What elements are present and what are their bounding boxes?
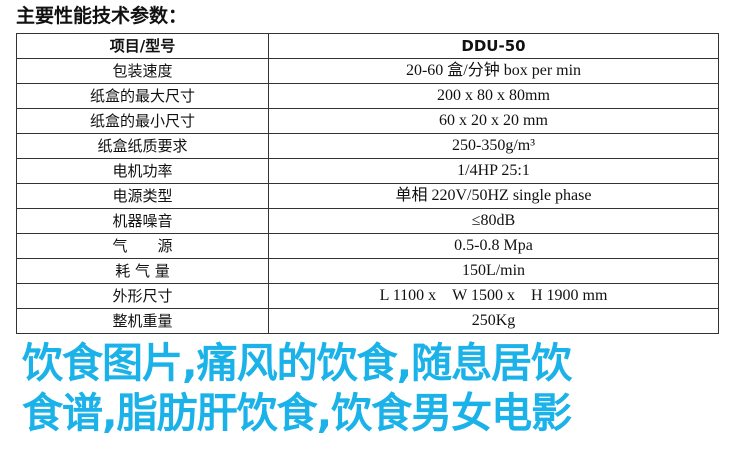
spec-key: 气 源 (16, 233, 269, 259)
spec-key: 电源类型 (16, 183, 269, 209)
table-row: 机器噪音 ≤80dB (16, 208, 719, 234)
table-row: 气 源 0.5-0.8 Mpa (16, 233, 719, 259)
spec-value: ≤80dB (268, 208, 719, 234)
spec-value: 150L/min (268, 258, 719, 284)
header-value: DDU-50 (268, 33, 719, 59)
table-row: 电机功率 1/4HP 25:1 (16, 158, 719, 184)
table-row: 纸盒的最大尺寸 200 x 80 x 80mm (16, 83, 719, 109)
overlay-line-2: 食谱,脂肪肝饮食,饮食男女电影 (22, 389, 572, 437)
table-row: 外形尺寸 L 1100 x W 1500 x H 1900 mm (16, 283, 719, 309)
spec-key: 纸盒的最小尺寸 (16, 108, 269, 134)
spec-value: 60 x 20 x 20 mm (268, 108, 719, 134)
table-header-row: 项目/型号 DDU-50 (16, 33, 719, 59)
overlay-line-1: 饮食图片,痛风的饮食,随息居饮 (22, 339, 572, 387)
table-row: 纸盒纸质要求 250-350g/m³ (16, 133, 719, 159)
spec-key: 耗 气 量 (16, 258, 269, 284)
spec-value: 单相 220V/50HZ single phase (268, 183, 719, 209)
spec-key: 纸盒的最大尺寸 (16, 83, 269, 109)
spec-key: 纸盒纸质要求 (16, 133, 269, 159)
table-row: 耗 气 量 150L/min (16, 258, 719, 284)
spec-key: 整机重量 (16, 308, 269, 334)
spec-value: 250Kg (268, 308, 719, 334)
spec-value: 0.5-0.8 Mpa (268, 233, 719, 259)
spec-value: 250-350g/m³ (268, 133, 719, 159)
table-row: 包装速度 20-60 盒/分钟 box per min (16, 58, 719, 84)
spec-table: 项目/型号 DDU-50 包装速度 20-60 盒/分钟 box per min 纸… (16, 33, 719, 334)
spec-key: 电机功率 (16, 158, 269, 184)
spec-key: 机器噪音 (16, 208, 269, 234)
page-title: 主要性能技术参数： (16, 5, 188, 27)
spec-value: 20-60 盒/分钟 box per min (268, 58, 719, 84)
header-key: 项目/型号 (16, 33, 269, 59)
spec-key: 包装速度 (16, 58, 269, 84)
spec-value: 200 x 80 x 80mm (268, 83, 719, 109)
table-row: 电源类型 单相 220V/50HZ single phase (16, 183, 719, 209)
spec-value: L 1100 x W 1500 x H 1900 mm (268, 283, 719, 309)
spec-key: 外形尺寸 (16, 283, 269, 309)
spec-value: 1/4HP 25:1 (268, 158, 719, 184)
overlay-watermark-text: 饮食图片,痛风的饮食,随息居饮 食谱,脂肪肝饮食,饮食男女电影 (22, 338, 722, 438)
table-row: 整机重量 250Kg (16, 308, 719, 334)
table-row: 纸盒的最小尺寸 60 x 20 x 20 mm (16, 108, 719, 134)
